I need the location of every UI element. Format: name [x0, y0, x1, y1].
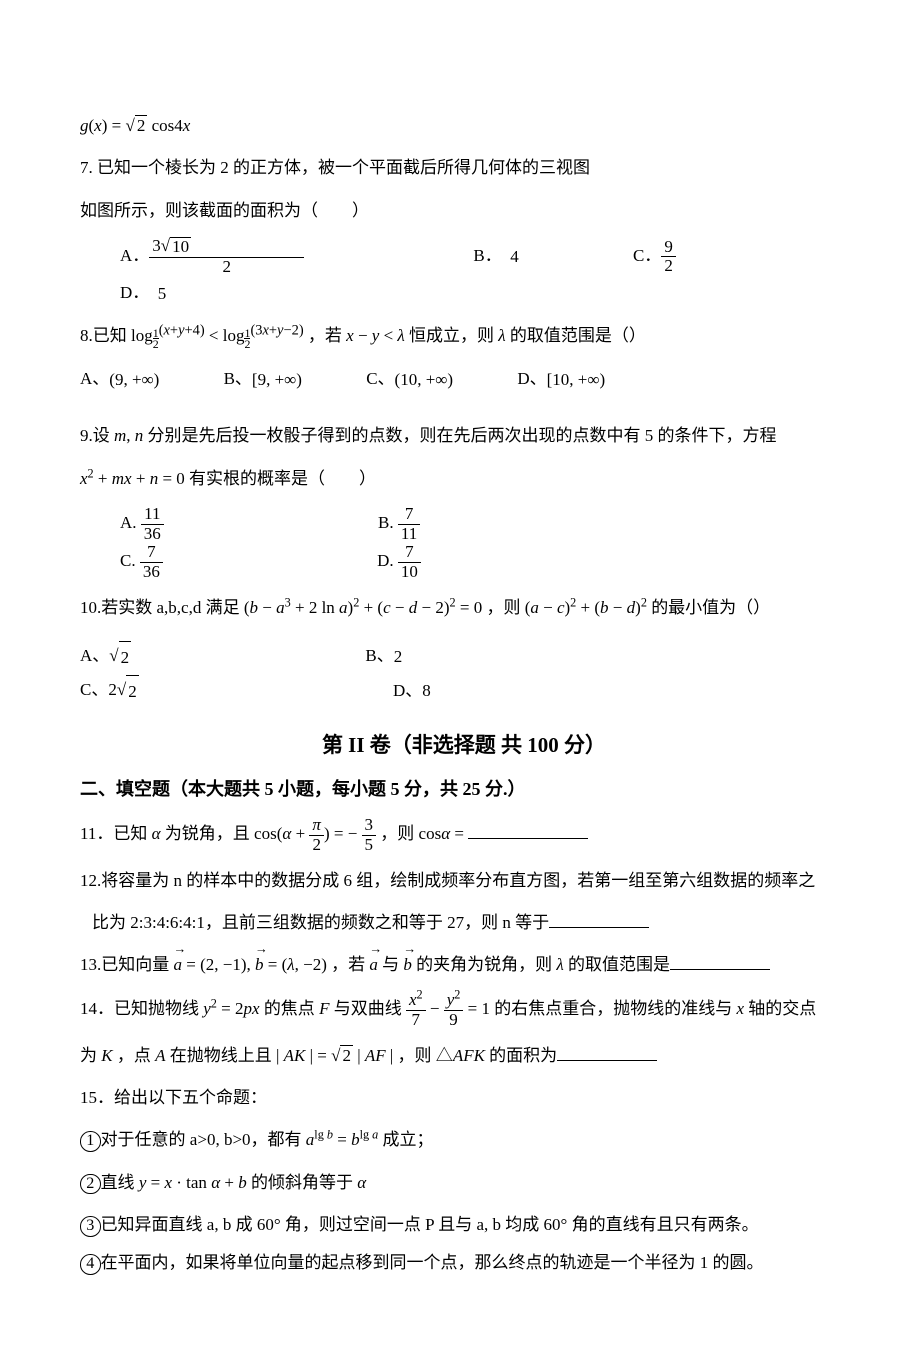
q15-head: 15．给出以下五个命题： — [80, 1082, 848, 1114]
q8-opt-B: B、[9, +∞) — [224, 363, 332, 396]
q9-stem-l2: x2 + mx + n = 0 有实根的概率是（ ） — [80, 463, 848, 495]
q12-l2: 比为 2:3:4:6:4:1，且前三组数据的频数之和等于 27，则 n 等于 — [80, 907, 848, 939]
q10-opt-D: D、8 — [393, 675, 486, 708]
q10-stem: 10.若实数 a,b,c,d 满足 (b − a3 + 2 ln a)2 + (… — [80, 592, 848, 624]
q15-s3: 3已知异面直线 a, b 成 60° 角，则过空间一点 P 且与 a, b 均成… — [80, 1209, 848, 1241]
q12-l1: 12.将容量为 n 的样本中的数据分成 6 组，绘制成频率分布直方图，若第一组至… — [80, 865, 848, 897]
q10-options: A、2 B、2 C、22 D、8 — [80, 640, 848, 708]
q10-opt-B: B、2 — [365, 640, 457, 673]
q7-stem-l1: 7. 已知一个棱长为 2 的正方体，被一个平面截后所得几何体的三视图 — [80, 152, 848, 184]
q6-expr: g(x) = 2 cos4x — [80, 110, 848, 142]
blank — [549, 908, 649, 928]
q8-options: A、(9, +∞) B、[9, +∞) C、(10, +∞) D、[10, +∞… — [80, 363, 848, 397]
q14-l2: 为 K ，点 A 在抛物线上且 | AK | = 2 | AF | ，则 △AF… — [80, 1040, 848, 1072]
q15-s2: 2直线 y = x · tan α + b 的倾斜角等于 α — [80, 1167, 848, 1199]
q8-opt-D: D、[10, +∞) — [517, 363, 635, 396]
q9-opt-B: B. 711 — [378, 505, 530, 543]
q10-opt-C: C、22 — [80, 674, 249, 708]
q15-s1: 1对于任意的 a>0, b>0，都有 alg b = blg a 成立； — [80, 1124, 848, 1156]
q13: 13.已知向量 a = (2, −1), b = (λ, −2) ，若 a 与 … — [80, 949, 848, 981]
q7-opt-B: B． 4 — [473, 240, 573, 273]
q8-opt-C: C、(10, +∞) — [366, 363, 483, 396]
q15-s4: 4在平面内，如果将单位向量的起点移到同一个点，那么终点的轨迹是一个半径为 1 的… — [80, 1247, 848, 1279]
q9-opt-D: D. 710 — [377, 543, 531, 581]
q7-opt-D: D． 5 — [120, 277, 221, 310]
q14-l1: 14．已知抛物线 y2 = 2px 的焦点 F 与双曲线 x27 − y29 =… — [80, 991, 848, 1029]
q9-opt-A: A. 1136 — [120, 505, 274, 543]
q9-stem-l1: 9.设 m, n 分别是先后投一枚骰子得到的点数，则在先后两次出现的点数中有 5… — [80, 420, 848, 452]
blank — [670, 950, 770, 970]
section2-title: 第 II 卷（非选择题 共 100 分） — [80, 726, 848, 766]
section2-sub: 二、填空题（本大题共 5 小题，每小题 5 分，共 25 分.） — [80, 772, 848, 806]
q7-options: A．3102 B． 4 C．92 D． 5 — [80, 237, 848, 310]
q10-opt-A: A、2 — [80, 640, 241, 674]
q7-opt-C: C．92 — [633, 238, 786, 276]
blank — [468, 820, 588, 840]
blank — [557, 1041, 657, 1061]
q8-opt-A: A、(9, +∞) — [80, 363, 189, 396]
q8-stem: 8.已知 log12(x+y+4) < log12(3x+y−2) ，若 x −… — [80, 320, 848, 352]
q7-opt-A: A．3102 — [120, 237, 414, 277]
q11: 11．已知 α 为锐角，且 cos(α + π2) = − 35 ，则 cosα… — [80, 816, 848, 854]
q9-options: A. 1136 B. 711 C. 736 D. 710 — [80, 505, 848, 582]
q9-opt-C: C. 736 — [120, 543, 273, 581]
q7-stem-l2: 如图所示，则该截面的面积为（ ） — [80, 195, 848, 227]
